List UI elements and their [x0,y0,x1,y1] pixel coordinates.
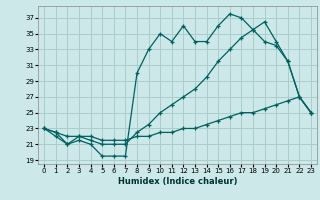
X-axis label: Humidex (Indice chaleur): Humidex (Indice chaleur) [118,177,237,186]
